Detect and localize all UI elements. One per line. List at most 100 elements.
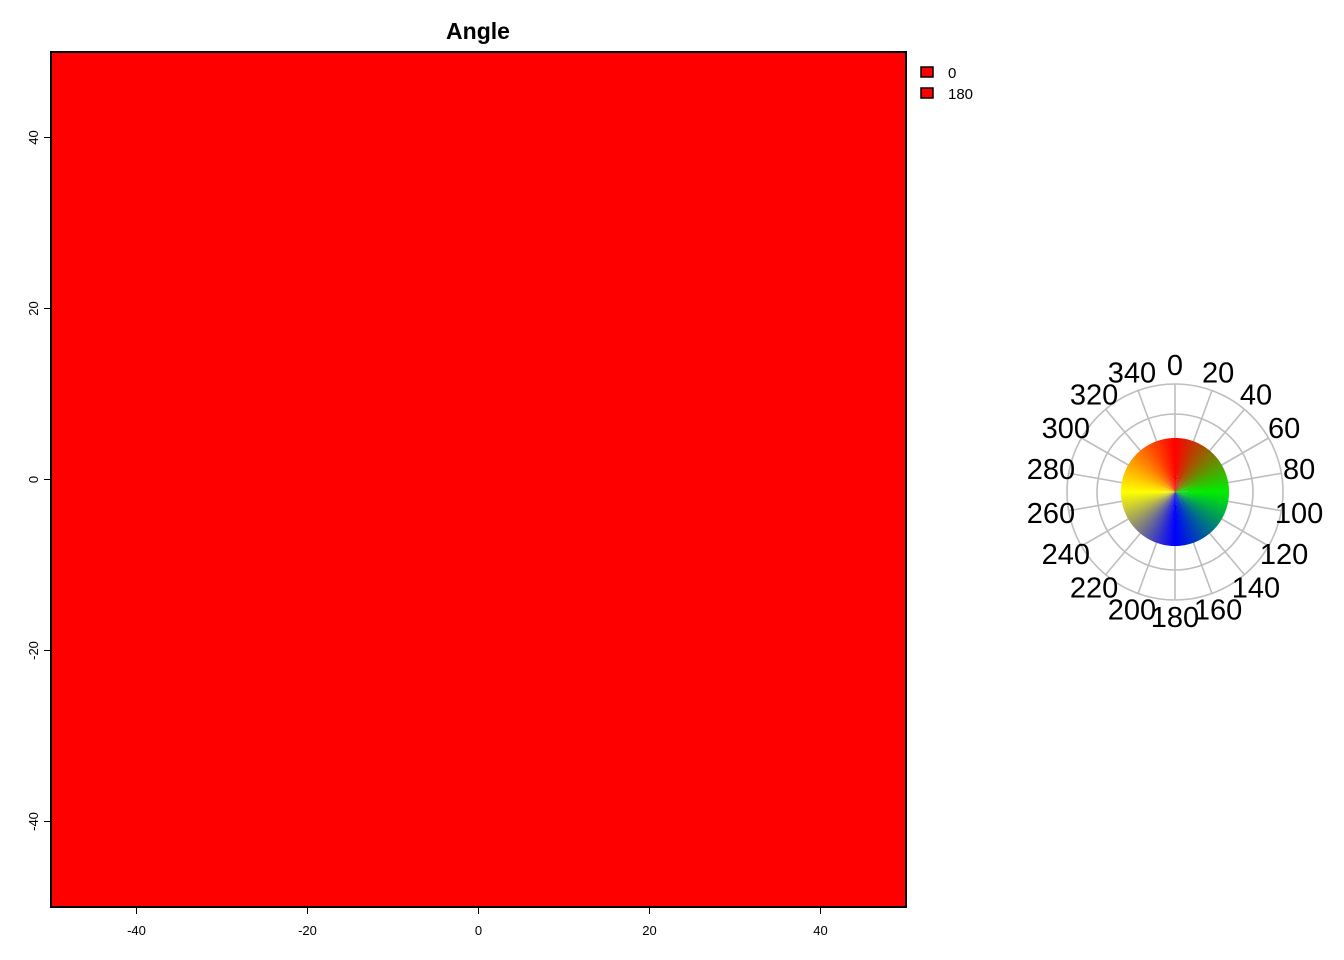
wheel-hue-segment xyxy=(1175,492,1201,541)
wheel-angle-label: 120 xyxy=(1260,539,1308,571)
wheel-hue-segment xyxy=(1175,492,1196,543)
wheel-angle-label: 340 xyxy=(1108,358,1156,390)
wheel-hue-segment xyxy=(1175,455,1217,492)
wheel-angle-label: 180 xyxy=(1151,602,1199,634)
wheel-hue-segment xyxy=(1144,445,1175,492)
wheel-hue-segment xyxy=(1175,478,1228,492)
y-tick-label: 40 xyxy=(26,130,41,144)
wheel-hue-segment xyxy=(1175,492,1183,546)
y-tick-label: 20 xyxy=(26,301,41,315)
wheel-hue-segment xyxy=(1175,451,1213,492)
wheel-hue-segment xyxy=(1175,471,1226,492)
wheel-angle-label: 140 xyxy=(1232,573,1280,605)
wheel-hue-segment xyxy=(1171,438,1175,492)
wheel-hue-segment xyxy=(1132,456,1175,492)
raster-fill xyxy=(50,51,907,908)
wheel-hue-disc xyxy=(1121,438,1229,546)
wheel-hue-segment xyxy=(1143,446,1175,492)
y-axis: -40 -20 0 20 40 xyxy=(26,130,51,831)
wheel-hue-segment xyxy=(1175,492,1206,539)
wheel-hue-segment xyxy=(1175,492,1190,545)
wheel-hue-segment xyxy=(1122,492,1175,506)
wheel-hue-segment xyxy=(1175,490,1229,493)
wheel-hue-segment xyxy=(1138,492,1175,534)
wheel-hue-segment xyxy=(1175,492,1216,530)
wheel-angle-label: 40 xyxy=(1240,379,1272,411)
wheel-hue-segment xyxy=(1156,440,1175,492)
wheel-hue-segment xyxy=(1161,439,1175,492)
wheel-hue-segment xyxy=(1135,492,1175,531)
wheel-hue-segment xyxy=(1142,492,1175,537)
wheel-hue-segment xyxy=(1175,466,1224,492)
wheel-hue-segment xyxy=(1175,465,1223,492)
wheel-hue-segment xyxy=(1169,438,1175,492)
wheel-angle-label: 60 xyxy=(1268,413,1300,445)
wheel-hue-segment xyxy=(1175,453,1215,492)
wheel-hue-segment xyxy=(1124,492,1175,513)
legend-swatch xyxy=(920,66,934,78)
wheel-hue-segment xyxy=(1138,450,1175,492)
wheel-angle-label: 260 xyxy=(1027,498,1075,530)
legend-label: 180 xyxy=(948,86,973,103)
wheel-hue-segment xyxy=(1175,461,1222,492)
wheel-hue-segment xyxy=(1175,492,1185,546)
x-tick-label: -40 xyxy=(127,923,146,938)
wheel-hue-segment xyxy=(1121,491,1175,494)
wheel-hue-segment xyxy=(1121,492,1175,502)
wheel-hue-segment xyxy=(1175,492,1199,542)
wheel-hue-segment xyxy=(1175,454,1216,492)
wheel-hue-segment xyxy=(1175,446,1206,492)
wheel-hue-segment xyxy=(1141,447,1175,492)
wheel-hue-segment xyxy=(1175,492,1223,520)
wheel-angle-label: 320 xyxy=(1070,379,1118,411)
wheel-hue-segment xyxy=(1122,492,1175,509)
wheel-hue-segment xyxy=(1175,492,1204,540)
wheel-hue-segment xyxy=(1175,492,1189,545)
wheel-angle-label: 80 xyxy=(1283,454,1315,486)
wheel-hue-segment xyxy=(1173,438,1176,492)
legend-swatch xyxy=(920,87,934,99)
wheel-hue-segment xyxy=(1130,492,1175,526)
wheel-hue-segment xyxy=(1129,461,1175,492)
wheel-hue-segment xyxy=(1175,475,1228,492)
wheel-hue-segment xyxy=(1133,492,1175,529)
wheel-hue-segment xyxy=(1124,492,1175,514)
wheel-hue-segment xyxy=(1141,492,1175,536)
wheel-hue-segment xyxy=(1174,492,1177,546)
wheel-hue-segment xyxy=(1175,447,1208,492)
wheel-hue-segment xyxy=(1175,492,1217,529)
wheel-hue-segment xyxy=(1137,492,1175,533)
wheel-angle-label: 0 xyxy=(1167,350,1183,382)
wheel-hue-segment xyxy=(1175,444,1203,492)
wheel-hue-segment xyxy=(1144,492,1175,538)
wheel-hue-segment xyxy=(1175,492,1220,525)
wheel-hue-segment xyxy=(1165,438,1175,492)
wheel-hue-segment xyxy=(1175,492,1181,546)
wheel-hue-segment xyxy=(1175,450,1212,492)
wheel-hue-segment xyxy=(1127,464,1175,492)
chart-title: Angle xyxy=(446,18,510,44)
wheel-angle-label: 280 xyxy=(1027,454,1075,486)
wheel-hue-segment xyxy=(1175,477,1228,492)
wheel-hue-segment xyxy=(1175,492,1187,546)
legend-label: 0 xyxy=(948,65,956,82)
wheel-hue-segment xyxy=(1148,444,1175,492)
wheel-angle-label: 160 xyxy=(1194,594,1242,626)
wheel-hue-segment xyxy=(1133,455,1175,492)
wheel-hue-segment xyxy=(1175,445,1205,492)
wheel-hue-segment xyxy=(1134,454,1175,492)
wheel-hue-segment xyxy=(1137,451,1175,492)
wheel-hue-segment xyxy=(1129,492,1175,524)
wheel-angle-label: 220 xyxy=(1070,573,1118,605)
wheel-hue-segment xyxy=(1131,458,1175,492)
wheel-hue-segment xyxy=(1175,492,1209,537)
wheel-hue-segment xyxy=(1175,492,1197,543)
wheel-hue-segment xyxy=(1175,484,1229,492)
wheel-hue-segment xyxy=(1127,492,1175,521)
wheel-hue-segment xyxy=(1145,492,1175,539)
wheel-angle-label: 300 xyxy=(1042,413,1090,445)
wheel-hue-segment xyxy=(1175,492,1207,538)
wheel-hue-segment xyxy=(1147,492,1175,540)
